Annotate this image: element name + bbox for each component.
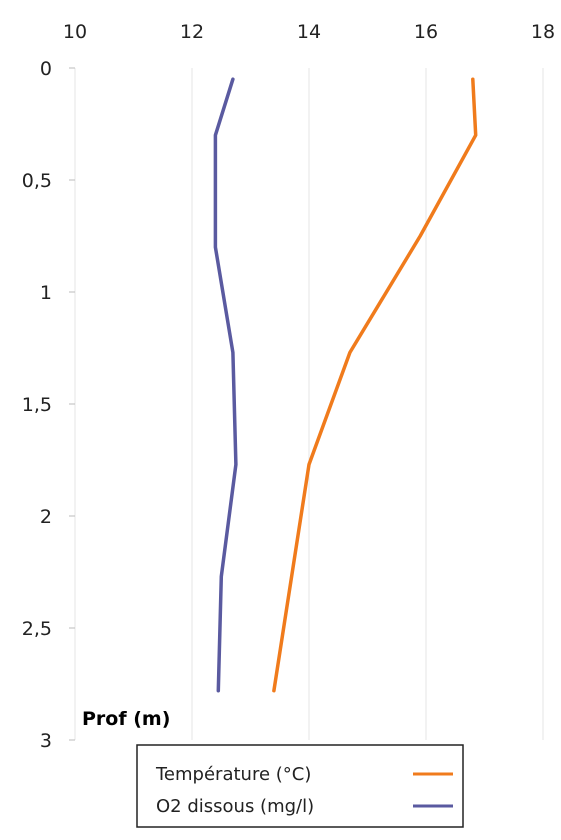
x-tick-label: 10: [63, 21, 87, 43]
x-tick-label: 14: [297, 21, 321, 43]
x-tick-label: 16: [414, 21, 438, 43]
legend-box: [136, 744, 464, 828]
x-tick-label: 18: [531, 21, 555, 43]
series-line-0: [272, 77, 478, 693]
y-tick-label: 2: [40, 506, 52, 528]
x-tick-labels: 10 12 14 16 18: [63, 21, 555, 43]
series-lines: [213, 77, 478, 693]
y-tick-label: 1,5: [22, 394, 52, 416]
grid-lines: [74, 68, 544, 740]
y-tick-labels: 0 0,5 1 1,5 2 2,5 3: [22, 58, 75, 752]
series-line-1: [213, 77, 238, 693]
y-tick-label: 0,5: [22, 170, 52, 192]
legend-label-oxygen: O2 dissous (mg/l): [156, 796, 314, 817]
x-tick-label: 12: [180, 21, 204, 43]
y-tick-label: 2,5: [22, 618, 52, 640]
y-axis-title: Prof (m): [82, 708, 170, 730]
legend-label-temperature: Température (°C): [155, 764, 311, 785]
legend: Température (°C) O2 dissous (mg/l): [136, 744, 464, 828]
y-tick-label: 3: [40, 730, 52, 752]
y-tick-label: 1: [40, 282, 52, 304]
y-tick-label: 0: [40, 58, 52, 80]
